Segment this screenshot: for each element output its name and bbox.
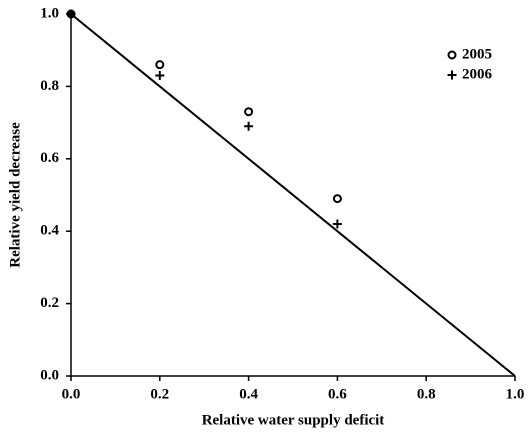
- x-tick-label: 0.2: [150, 386, 169, 402]
- y-tick-label: 1.0: [40, 5, 59, 21]
- point: [332, 194, 342, 204]
- legend-marker: [447, 70, 457, 80]
- y-tick-label: 0.0: [40, 367, 59, 383]
- x-tick-label: 0.4: [239, 386, 258, 402]
- y-tick-label: 0.2: [40, 295, 59, 311]
- origin-dot: [67, 10, 75, 18]
- y-tick-label: 0.8: [40, 78, 59, 94]
- legend-label: 2005: [462, 46, 492, 62]
- x-tick-label: 1.0: [506, 386, 525, 402]
- point: [244, 107, 254, 117]
- y-axis-label: Relative yield decrease: [7, 122, 23, 268]
- x-tick-label: 0.6: [328, 386, 347, 402]
- x-tick-label: 0.8: [417, 386, 436, 402]
- x-axis-label: Relative water supply deficit: [202, 412, 385, 428]
- point: [332, 219, 342, 229]
- legend-marker: [447, 50, 457, 60]
- fit-line: [70, 13, 516, 377]
- legend-label: 2006: [462, 66, 493, 82]
- y-tick-label: 0.6: [40, 150, 59, 166]
- y-tick-label: 0.4: [40, 223, 59, 239]
- x-tick-label: 0.0: [62, 386, 81, 402]
- point: [155, 60, 165, 70]
- point: [244, 121, 254, 131]
- point: [155, 71, 165, 81]
